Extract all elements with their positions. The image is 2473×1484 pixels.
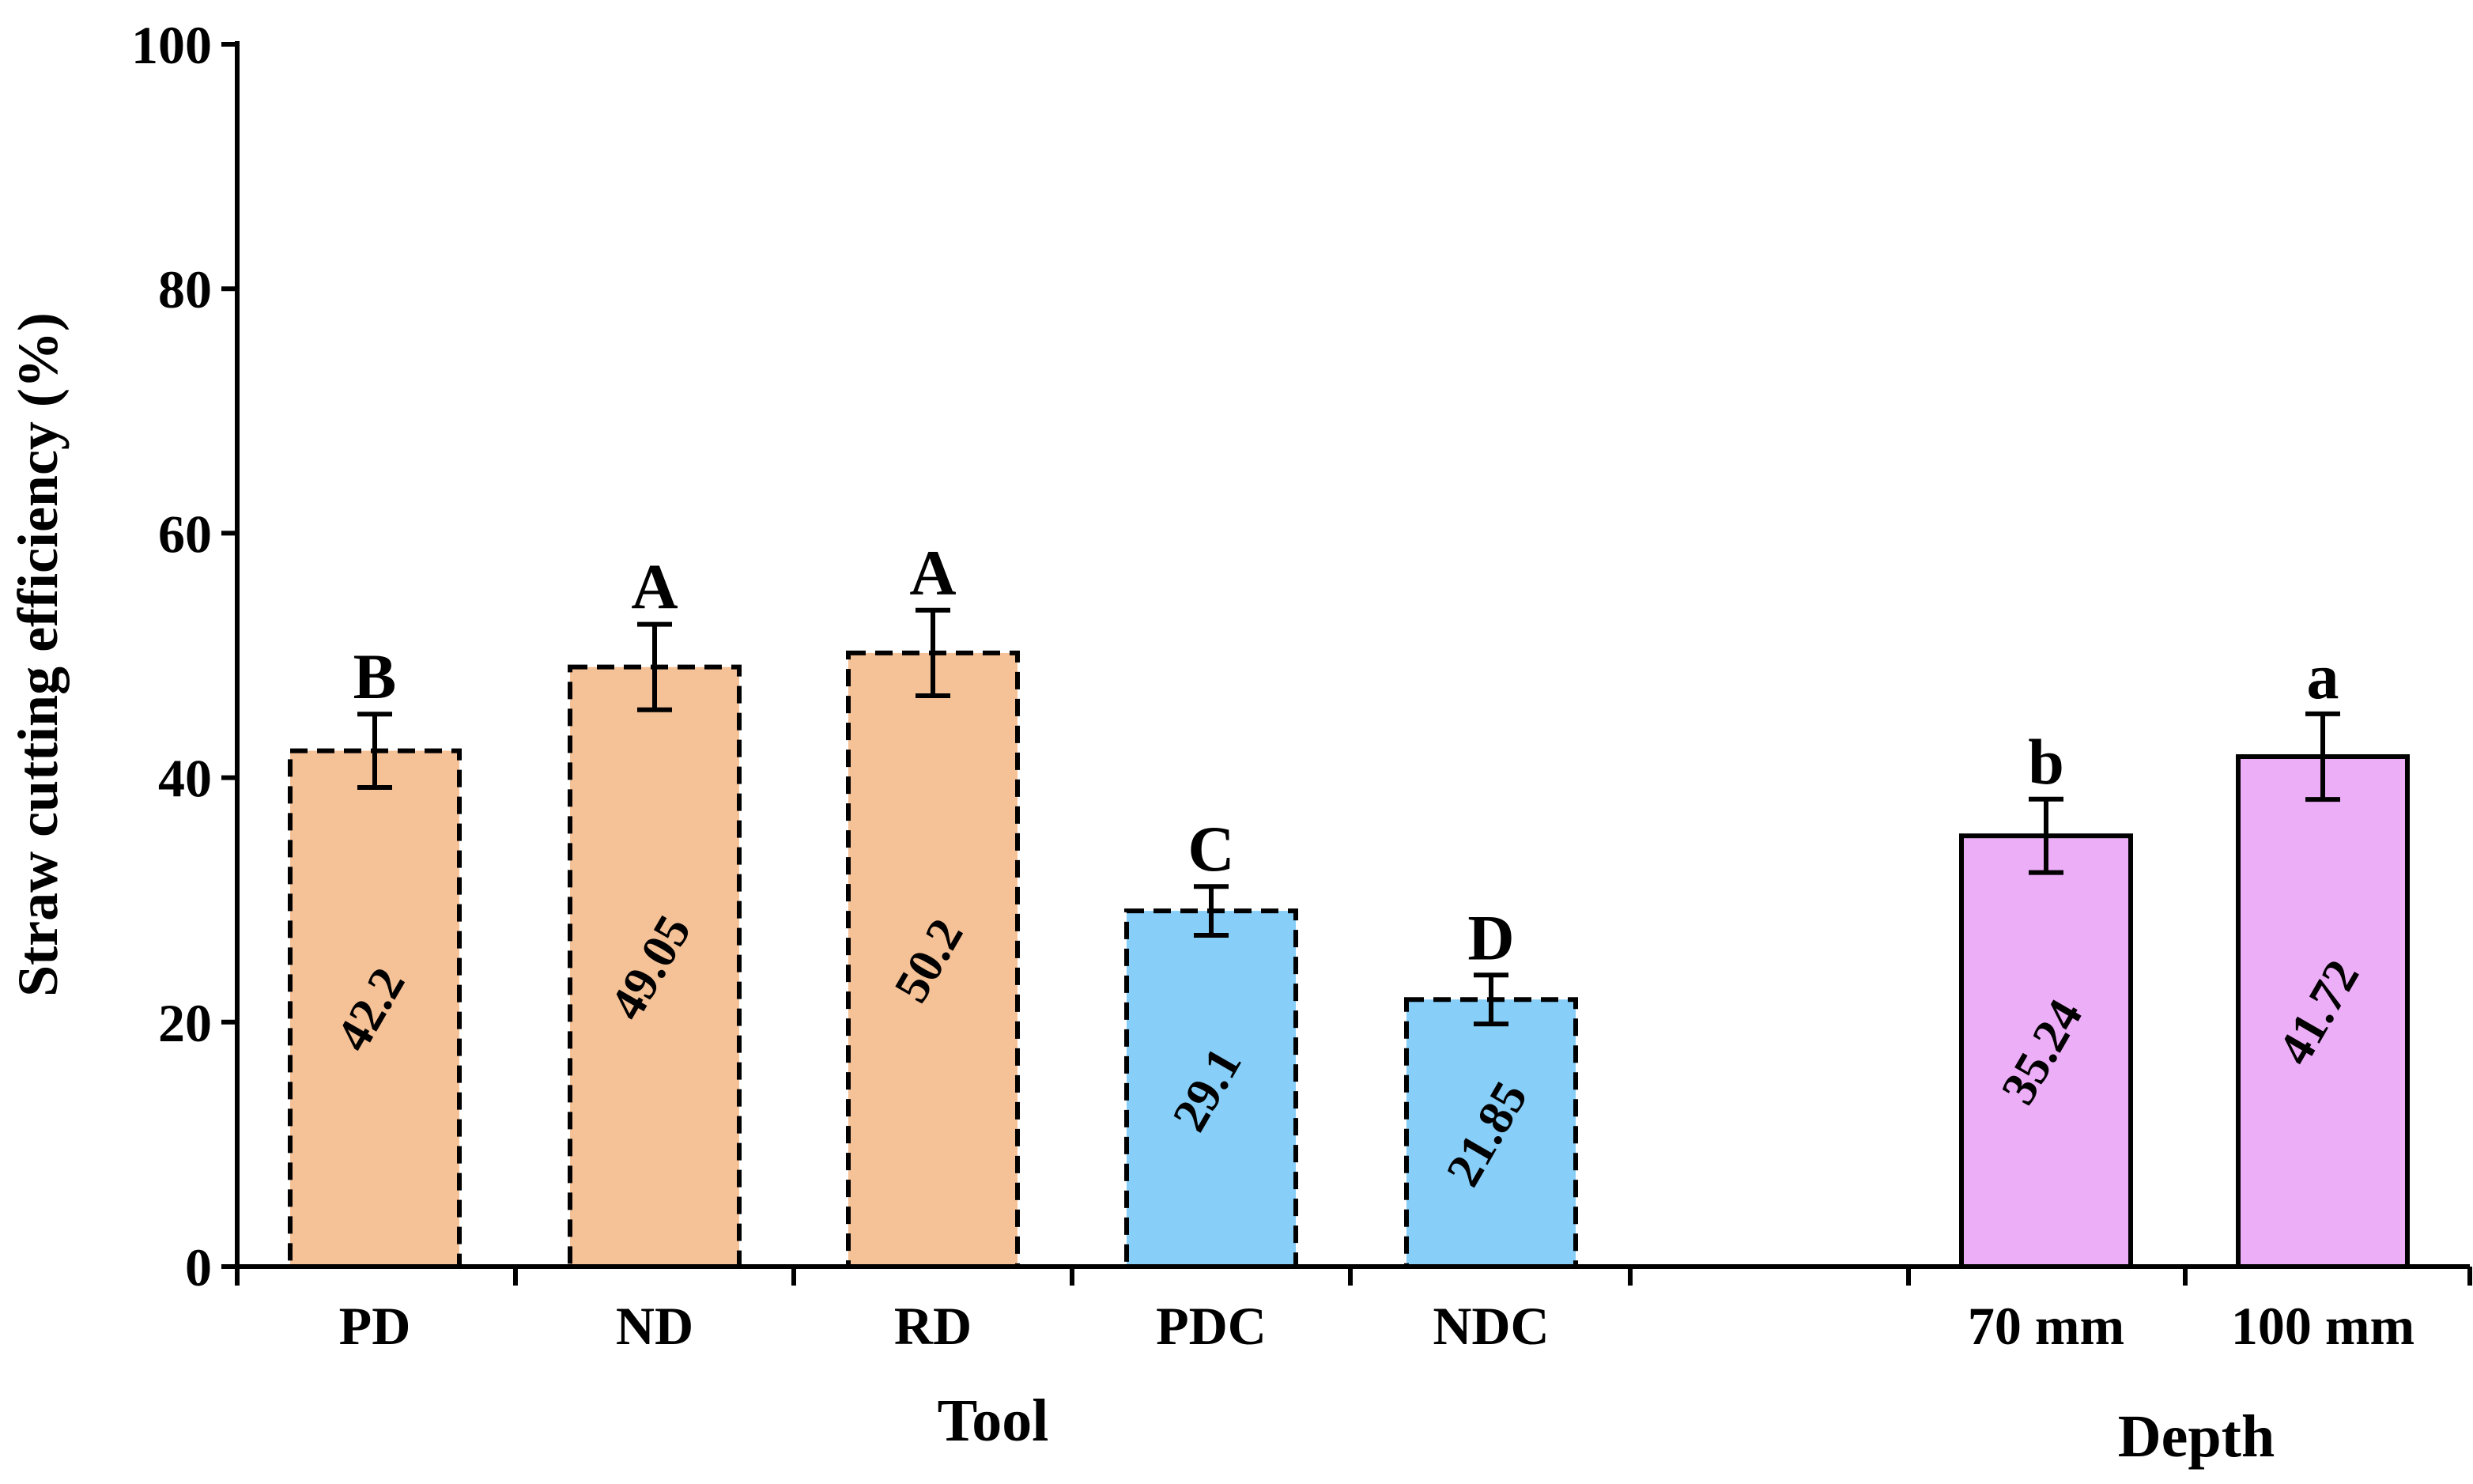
x-tick-label-100-mm: 100 mm bbox=[2231, 1296, 2414, 1356]
bar-70-mm bbox=[1961, 836, 2131, 1267]
group-label-depth: Depth bbox=[2118, 1403, 2275, 1470]
x-tick-label-rd: RD bbox=[894, 1296, 972, 1356]
significance-label-nd: A bbox=[631, 551, 678, 623]
y-axis-label: Straw cutting efficiency (%) bbox=[6, 312, 70, 997]
significance-label-100-mm: a bbox=[2307, 640, 2339, 712]
bar-100-mm bbox=[2238, 757, 2407, 1267]
significance-label-pdc: C bbox=[1187, 813, 1234, 885]
x-tick-label-70-mm: 70 mm bbox=[1968, 1296, 2124, 1356]
bars-layer bbox=[288, 607, 2410, 1269]
axes-layer bbox=[221, 41, 2472, 1286]
bar-rd bbox=[848, 652, 1018, 1267]
x-tick-label-nd: ND bbox=[616, 1296, 693, 1356]
x-tick-label-pd: PD bbox=[339, 1296, 411, 1356]
significance-label-rd: A bbox=[909, 537, 956, 609]
significance-label-ndc: D bbox=[1467, 901, 1514, 973]
significance-label-70-mm: b bbox=[2028, 726, 2064, 798]
y-tick-label-0: 0 bbox=[185, 1237, 212, 1297]
y-tick-label-40: 40 bbox=[158, 749, 212, 809]
significance-label-pd: B bbox=[353, 640, 397, 712]
y-tick-label-100: 100 bbox=[131, 15, 212, 75]
bar-nd bbox=[570, 666, 739, 1267]
y-tick-label-60: 60 bbox=[158, 504, 212, 564]
y-tick-label-20: 20 bbox=[158, 993, 212, 1053]
bar-ndc bbox=[1406, 999, 1576, 1267]
x-tick-label-ndc: NDC bbox=[1433, 1296, 1549, 1356]
bar-pd bbox=[290, 750, 459, 1267]
bar-pdc bbox=[1127, 911, 1296, 1267]
x-tick-label-pdc: PDC bbox=[1156, 1296, 1267, 1356]
group-label-tool: Tool bbox=[938, 1388, 1049, 1454]
y-tick-label-80: 80 bbox=[158, 259, 212, 319]
